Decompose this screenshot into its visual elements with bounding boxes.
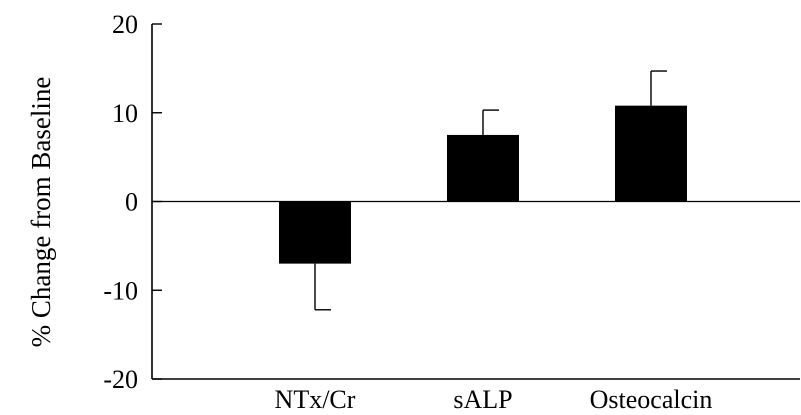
x-tick-label: NTx/Cr xyxy=(275,385,356,414)
bars xyxy=(279,105,687,264)
y-tick-label: 20 xyxy=(112,10,138,39)
y-ticks: -20 -10 0 10 20 xyxy=(103,10,162,394)
error-bars xyxy=(314,70,667,311)
y-tick-label: -20 xyxy=(103,365,138,394)
y-tick-label: 0 xyxy=(125,188,138,217)
x-tick-label: Osteocalcin xyxy=(590,385,713,414)
x-tick-label: sALP xyxy=(453,385,512,414)
x-tick-labels: NTx/Cr sALP Osteocalcin xyxy=(275,385,713,414)
bar xyxy=(615,105,687,202)
bar xyxy=(279,201,351,264)
y-axis-title: % Change from Baseline xyxy=(26,77,56,348)
y-tick-label: -10 xyxy=(103,276,138,305)
bar xyxy=(447,134,519,202)
y-tick-label: 10 xyxy=(112,99,138,128)
